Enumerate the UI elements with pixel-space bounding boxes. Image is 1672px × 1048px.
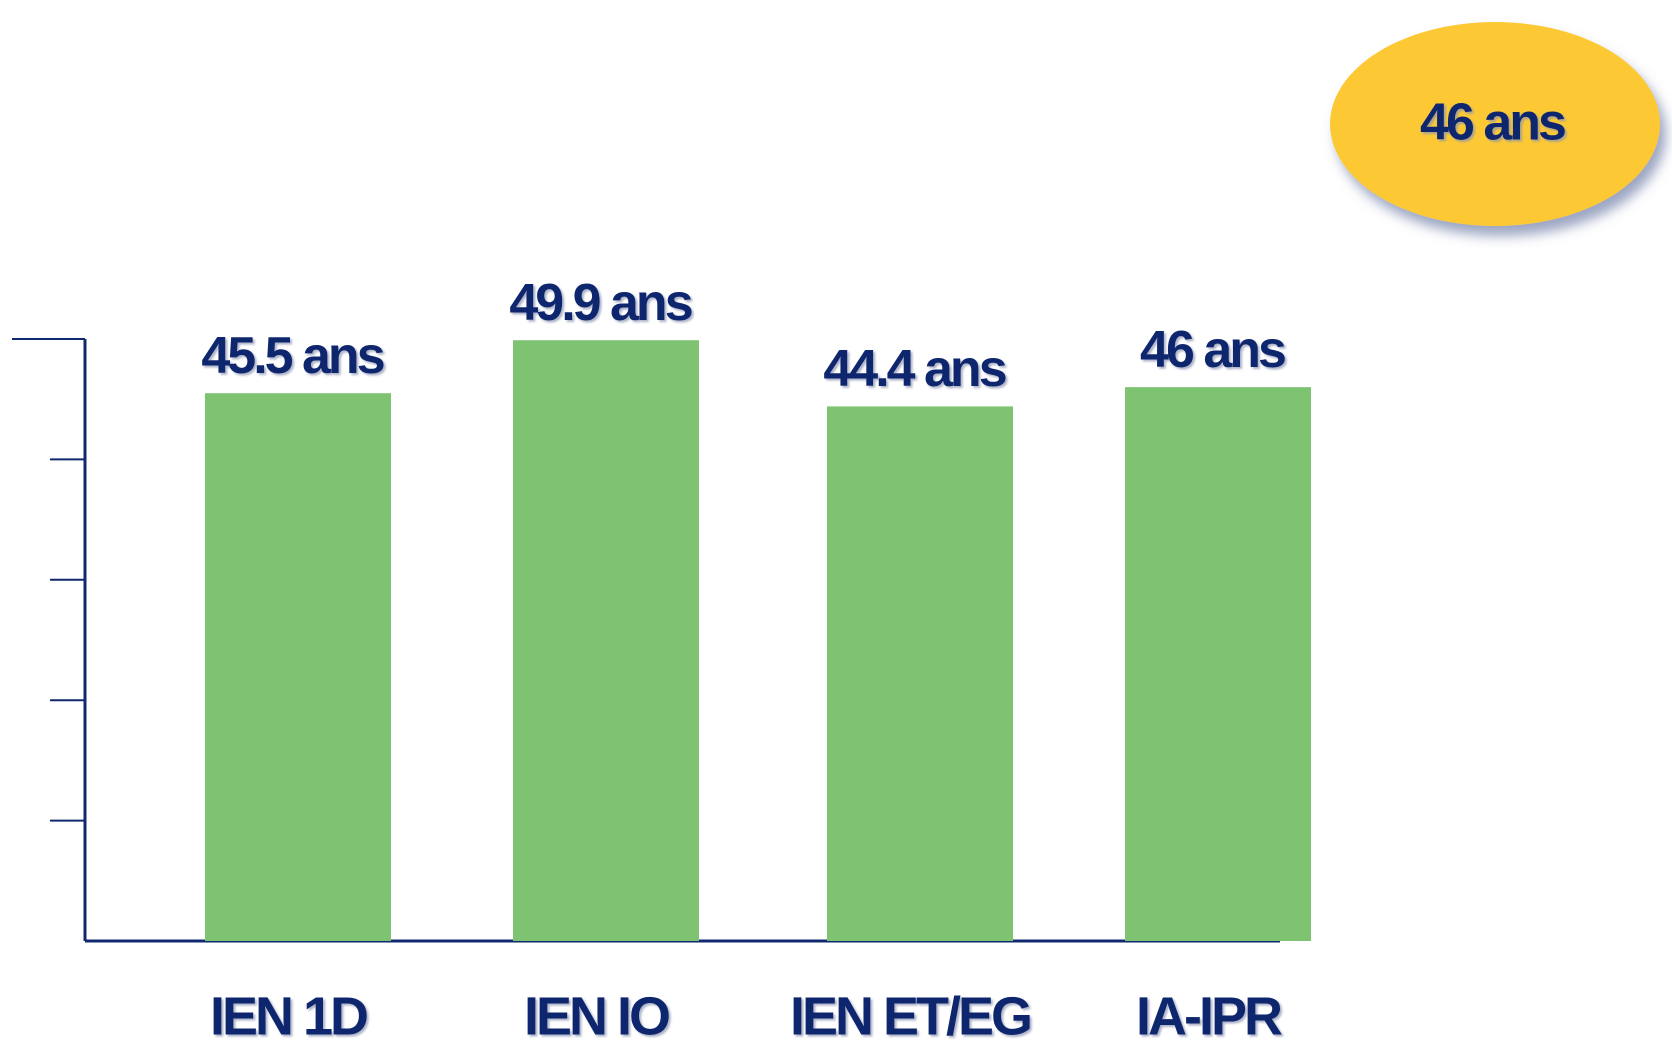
x-tick-label: IEN IO — [524, 986, 669, 1046]
value-label: 46 ans — [1140, 321, 1285, 379]
bar — [513, 340, 699, 942]
value-label: 44.4 ans — [823, 340, 1005, 398]
bar — [205, 393, 391, 941]
x-tick-label: IEN 1D — [210, 986, 367, 1046]
bar — [827, 406, 1013, 941]
bar — [1125, 387, 1311, 941]
value-label: 45.5 ans — [201, 327, 383, 385]
annotation: 46 ans — [1420, 94, 1565, 152]
x-tick-label: IA-IPR — [1136, 986, 1282, 1046]
x-tick-label: IEN ET/EG — [790, 986, 1030, 1046]
annotation-bubble — [1330, 22, 1660, 226]
value-label: 49.9 ans — [509, 274, 691, 332]
